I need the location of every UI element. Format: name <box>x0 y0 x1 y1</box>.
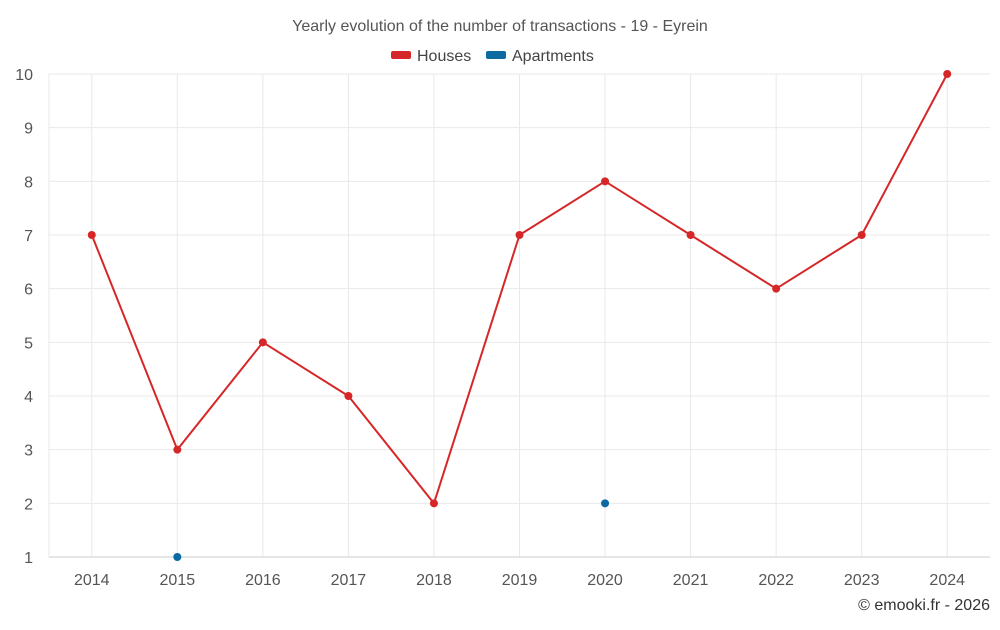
legend-swatch-apartments <box>486 51 506 59</box>
data-point-houses-2019[interactable] <box>515 231 524 239</box>
data-point-houses-2021[interactable] <box>686 231 695 239</box>
data-point-houses-2020[interactable] <box>601 177 610 186</box>
data-point-houses-2022[interactable] <box>772 284 781 293</box>
x-tick-label: 2019 <box>502 572 538 589</box>
x-tick-label: 2024 <box>929 572 965 589</box>
y-tick-label: 1 <box>24 550 33 567</box>
x-tick-label: 2021 <box>673 572 709 589</box>
y-tick-label: 4 <box>24 389 33 406</box>
y-tick-label: 7 <box>24 228 33 245</box>
x-tick-label: 2020 <box>587 572 623 589</box>
series-apartments <box>173 499 610 561</box>
legend-swatch-houses <box>391 51 411 59</box>
data-point-houses-2023[interactable] <box>857 231 866 239</box>
data-point-houses-2016[interactable] <box>258 338 267 347</box>
series-houses <box>87 70 952 508</box>
x-tick-label: 2015 <box>160 572 196 589</box>
x-tick-label: 2022 <box>758 572 794 589</box>
x-tick-label: 2023 <box>844 572 880 589</box>
data-point-apartments-2015[interactable] <box>173 553 182 561</box>
legend: Houses Apartments <box>391 48 594 65</box>
data-point-houses-2024[interactable] <box>943 70 952 78</box>
y-tick-label: 3 <box>24 443 33 460</box>
legend-label-houses: Houses <box>417 48 471 65</box>
x-tick-label: 2016 <box>245 572 281 589</box>
y-tick-label: 5 <box>24 335 33 352</box>
legend-item-apartments[interactable]: Apartments <box>486 48 594 65</box>
data-point-houses-2017[interactable] <box>344 392 353 400</box>
y-tick-label: 9 <box>24 121 33 138</box>
legend-item-houses[interactable]: Houses <box>391 48 471 65</box>
data-point-houses-2014[interactable] <box>87 231 96 239</box>
legend-label-apartments: Apartments <box>512 48 594 65</box>
data-point-houses-2018[interactable] <box>429 499 438 508</box>
credit-text: © emooki.fr - 2026 <box>858 597 990 614</box>
axes: 1 2 3 4 5 6 7 8 9 10 2014 2015 2016 2017 2018 2019 2020 2… <box>15 67 990 589</box>
series <box>87 70 952 561</box>
data-point-houses-2015[interactable] <box>173 445 182 454</box>
y-tick-label: 6 <box>24 282 33 299</box>
x-tick-label: 2014 <box>74 572 110 589</box>
x-tick-label: 2018 <box>416 572 452 589</box>
chart-title: Yearly evolution of the number of transa… <box>292 18 708 35</box>
y-tick-label: 8 <box>24 174 33 191</box>
y-tick-label: 10 <box>15 67 33 84</box>
grid <box>49 73 990 557</box>
x-tick-label: 2017 <box>331 572 367 589</box>
y-tick-label: 2 <box>24 496 33 513</box>
data-point-apartments-2020[interactable] <box>601 499 610 508</box>
